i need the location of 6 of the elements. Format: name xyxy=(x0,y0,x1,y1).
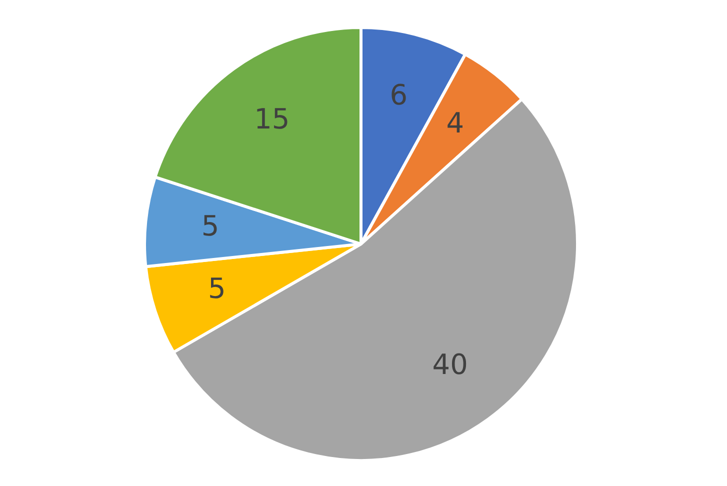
data-label: 6 xyxy=(390,78,408,112)
data-label: 15 xyxy=(254,102,290,136)
data-label: 40 xyxy=(432,348,468,381)
data-label: 5 xyxy=(201,209,220,242)
data-label: 4 xyxy=(446,106,464,140)
data-label: 5 xyxy=(208,272,226,306)
